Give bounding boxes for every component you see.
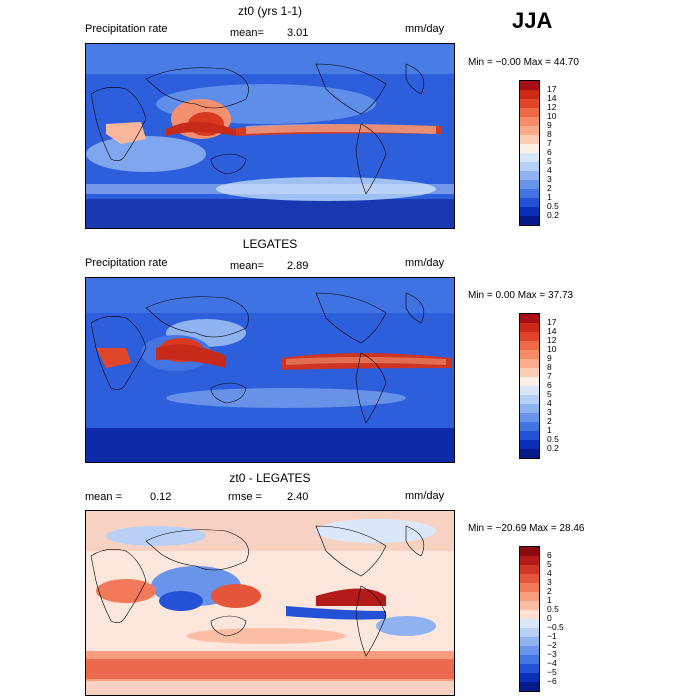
panel-1-units: mm/day [405, 23, 445, 35]
panel-2-min-max: Min = 0.00 Max = 37.73 [468, 290, 574, 301]
panel-1-colorbar-tick: 12 [547, 102, 557, 112]
panel-3-colorbar-tick: −3 [547, 649, 557, 659]
panel-1-min-max: Min = −0.00 Max = 44.70 [468, 57, 579, 68]
panel-2-colorbar-tick: 5 [547, 389, 552, 399]
panel-2-colorbar-tick: 6 [547, 380, 552, 390]
panel-3-colorbar-tick: 5 [547, 559, 552, 569]
panel-2-variable-label: Precipitation rate [85, 257, 168, 269]
panel-3-colorbar-tick: 2 [547, 586, 552, 596]
panel-1-colorbar-tick: 14 [547, 93, 557, 103]
panel-2-colorbar-tick: 2 [547, 416, 552, 426]
panel-2-colorbar-tick: 3 [547, 407, 552, 417]
panel-3-min-max: Min = −20.69 Max = 28.46 [468, 523, 585, 534]
panel-1-colorbar-tick: 0.5 [547, 201, 559, 211]
panel-1-map-image [86, 44, 454, 228]
panel-1-title: zt0 (yrs 1-1) [237, 4, 302, 18]
panel-2-precipitation-map [85, 277, 455, 463]
panel-1-colorbar-tick: 3 [547, 174, 552, 184]
panel-3-colorbar-tick: 0 [547, 613, 552, 623]
panel-3-units: mm/day [405, 490, 445, 502]
panel-3-colorbar-tick: −6 [547, 676, 557, 686]
panel-3-colorbar-tick: 6 [547, 550, 552, 560]
panel-2-colorbar [519, 313, 540, 459]
panel-1-colorbar-tick: 6 [547, 147, 552, 157]
panel-3-map-image [86, 511, 454, 695]
panel-2-title: LEGATES [242, 237, 298, 251]
panel-1-colorbar-tick: 10 [547, 111, 557, 121]
panel-2-colorbar-tick: 1 [547, 425, 552, 435]
panel-3-colorbar-tick: −5 [547, 667, 557, 677]
panel-1-mean-label: mean= [230, 27, 264, 39]
panel-3-mean-label: mean = [85, 491, 122, 503]
panel-1-colorbar-tick: 5 [547, 156, 552, 166]
panel-1-colorbar [519, 80, 540, 226]
panel-3-difference-map [85, 510, 455, 696]
panel-3-colorbar-tick: −0.5 [547, 622, 564, 632]
panel-1-colorbar-tick: 0.2 [547, 210, 559, 220]
panel-1-colorbar-tick: 17 [547, 84, 557, 94]
panel-3-colorbar-tick: 1 [547, 595, 552, 605]
panel-1-colorbar-tick: 2 [547, 183, 552, 193]
panel-3-colorbar-tick: 3 [547, 577, 552, 587]
panel-1-precipitation-map [85, 43, 455, 229]
panel-1-colorbar-tick: 4 [547, 165, 552, 175]
panel-3-colorbar-tick: −1 [547, 631, 557, 641]
panel-2-colorbar-tick: 12 [547, 335, 557, 345]
panel-1-colorbar-tick: 8 [547, 129, 552, 139]
panel-1-colorbar-tick: 9 [547, 120, 552, 130]
panel-2-colorbar-tick: 0.2 [547, 443, 559, 453]
panel-3-colorbar-tick: −2 [547, 640, 557, 650]
panel-1-variable-label: Precipitation rate [85, 23, 168, 35]
panel-2-colorbar-tick: 14 [547, 326, 557, 336]
panel-2-colorbar-tick: 17 [547, 317, 557, 327]
panel-2-colorbar-tick: 8 [547, 362, 552, 372]
panel-1-colorbar-tick: 7 [547, 138, 552, 148]
panel-3-colorbar-tick: 4 [547, 568, 552, 578]
panel-2-mean-label: mean= [230, 260, 264, 272]
panel-1-mean-value: 3.01 [287, 27, 309, 39]
panel-3-colorbar-tick: 0.5 [547, 604, 559, 614]
panel-2-colorbar-tick: 9 [547, 353, 552, 363]
panel-2-colorbar-tick: 4 [547, 398, 552, 408]
panel-3-colorbar [519, 546, 540, 692]
panel-2-colorbar-tick: 7 [547, 371, 552, 381]
panel-1-colorbar-tick: 1 [547, 192, 552, 202]
panel-2-units: mm/day [405, 257, 445, 269]
panel-3-title: zt0 - LEGATES [229, 471, 311, 485]
panel-2-colorbar-tick: 10 [547, 344, 557, 354]
panel-2-map-image [86, 278, 454, 462]
panel-2-colorbar-tick: 0.5 [547, 434, 559, 444]
panel-3-rmse-label: rmse = [228, 491, 262, 503]
panel-2-mean-value: 2.89 [287, 260, 309, 272]
season-label: JJA [512, 8, 553, 33]
panel-3-mean-value: 0.12 [150, 491, 172, 503]
panel-3-colorbar-tick: −4 [547, 658, 557, 668]
panel-3-rmse-value: 2.40 [287, 491, 309, 503]
